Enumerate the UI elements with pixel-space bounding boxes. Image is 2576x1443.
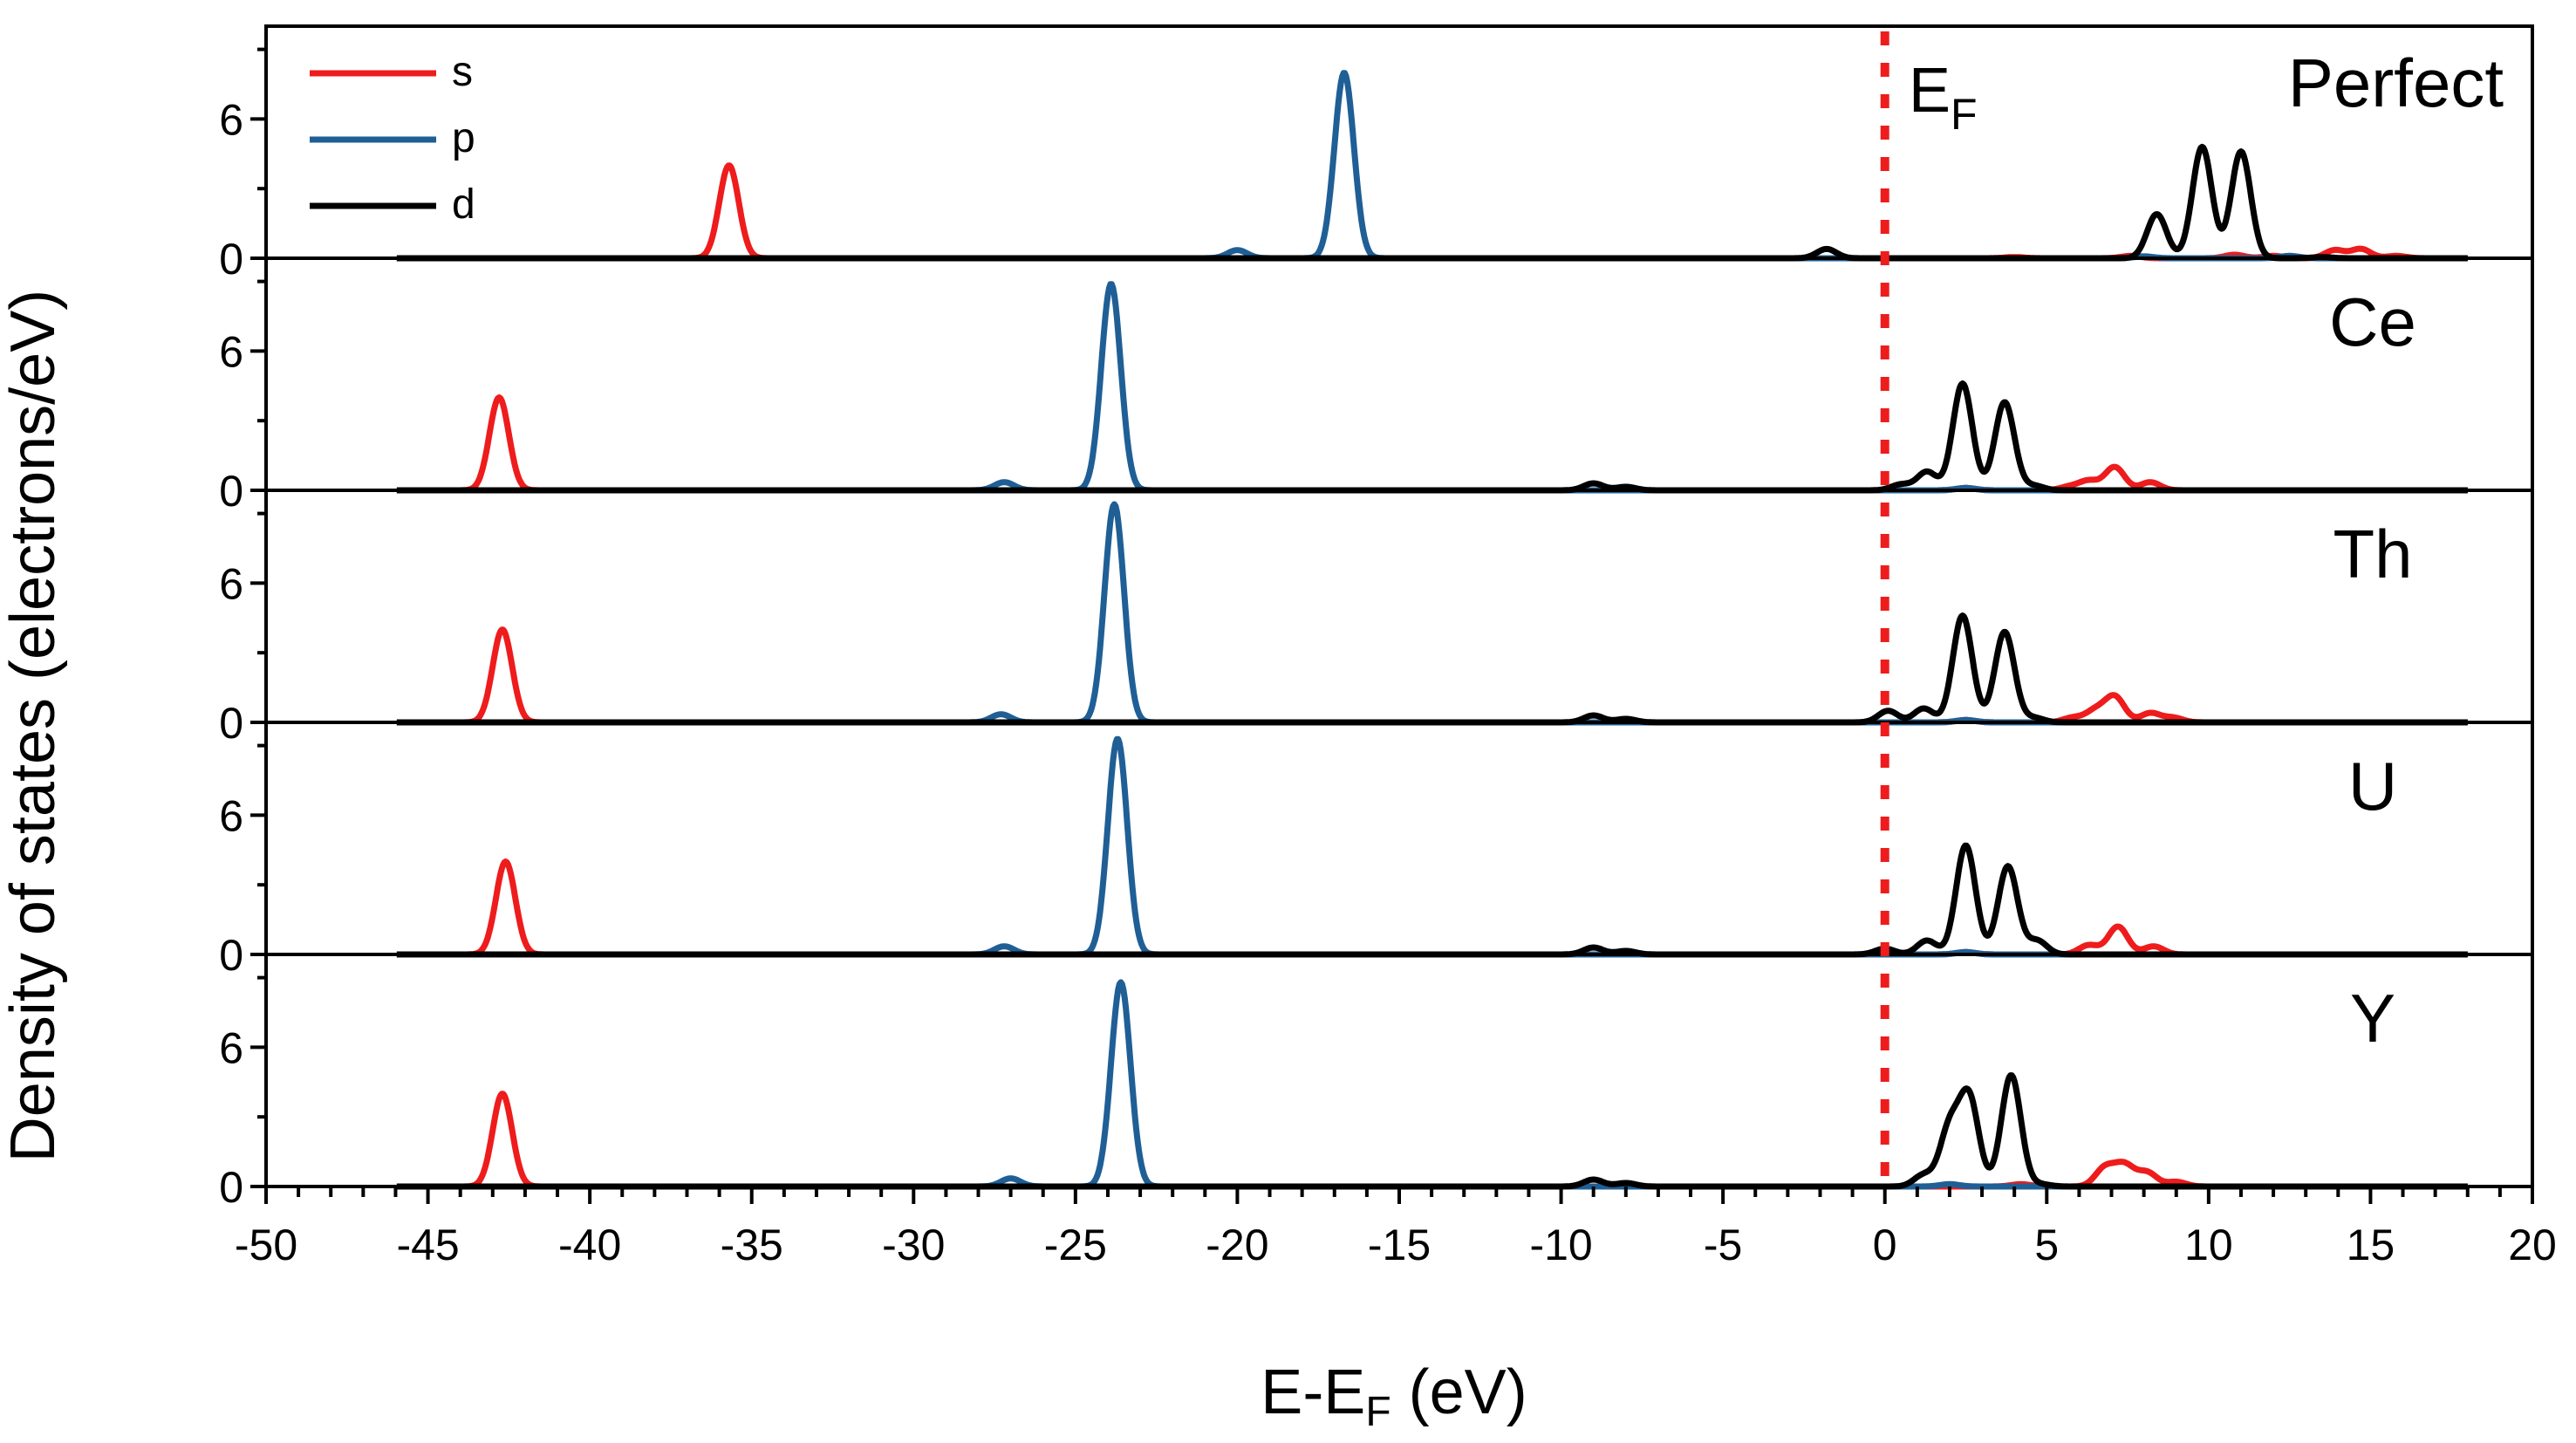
y-tick-label: 0 bbox=[219, 931, 243, 980]
curve-s-th bbox=[394, 626, 2470, 726]
panel-th: 0 6 Th bbox=[219, 489, 2534, 748]
panel-frame bbox=[264, 953, 2534, 1188]
legend: spd bbox=[310, 49, 475, 228]
y-tick-label: 6 bbox=[219, 327, 243, 376]
x-tick-label: -10 bbox=[1529, 1221, 1592, 1269]
x-tick-label: -40 bbox=[558, 1221, 621, 1269]
x-tick-label: -20 bbox=[1206, 1221, 1268, 1269]
panel-frame bbox=[264, 489, 2534, 724]
x-tick-label: -25 bbox=[1044, 1221, 1107, 1269]
curve-s-ce bbox=[394, 394, 2470, 494]
panel-frame bbox=[264, 256, 2534, 492]
panel-label-th: Th bbox=[2333, 516, 2412, 592]
x-tick-label: 5 bbox=[2034, 1221, 2059, 1269]
x-tick-label: -35 bbox=[721, 1221, 783, 1269]
x-tick-label: 15 bbox=[2347, 1221, 2395, 1269]
y-tick-label: 0 bbox=[219, 1163, 243, 1212]
curve-s-u bbox=[394, 858, 2470, 958]
x-tick-label: -45 bbox=[396, 1221, 459, 1269]
x-axis: -50 -45 -40 -35 -30 -25 -20 -15 -10 -5 0 5 10 15 20 bbox=[235, 1187, 2557, 1269]
x-axis-title-main: E-E bbox=[1261, 1358, 1365, 1427]
x-axis-title-sub: F bbox=[1365, 1389, 1390, 1435]
panel-label-u: U bbox=[2348, 748, 2397, 824]
legend-label-d: d bbox=[452, 181, 475, 228]
curve-p-u bbox=[394, 735, 2470, 958]
legend-label-s: s bbox=[452, 49, 473, 95]
curve-p-ce bbox=[394, 281, 2470, 494]
curve-d-th bbox=[394, 612, 2470, 726]
panel-label-ce: Ce bbox=[2329, 284, 2416, 360]
fermi-label-main: E bbox=[1909, 56, 1951, 126]
y-tick-label: 0 bbox=[219, 235, 243, 284]
panel-y: 0 6 Y bbox=[219, 953, 2534, 1212]
x-axis-title-unit: (eV) bbox=[1391, 1358, 1527, 1427]
panel-frame bbox=[264, 24, 2534, 260]
x-tick-label: -50 bbox=[235, 1221, 297, 1269]
panel-label-y: Y bbox=[2350, 980, 2395, 1057]
y-tick-label: 0 bbox=[219, 467, 243, 516]
x-tick-label: 20 bbox=[2508, 1221, 2557, 1269]
y-tick-label: 6 bbox=[219, 559, 243, 608]
fermi-label-sub: F bbox=[1951, 90, 1978, 139]
curve-p-perfect bbox=[394, 70, 2470, 262]
y-axis-title: Density of states (electrons/eV) bbox=[0, 290, 68, 1162]
x-tick-label: -30 bbox=[882, 1221, 945, 1269]
curve-p-th bbox=[394, 501, 2470, 726]
y-tick-label: 0 bbox=[219, 699, 243, 748]
panel-ce: 0 6 Ce bbox=[219, 256, 2534, 516]
fermi-label: EF bbox=[1909, 56, 1978, 139]
x-tick-label: -5 bbox=[1704, 1221, 1742, 1269]
curve-d-ce bbox=[394, 380, 2470, 494]
x-tick-label: 0 bbox=[1873, 1221, 1897, 1269]
y-tick-label: 6 bbox=[219, 791, 243, 840]
curve-d-perfect bbox=[394, 143, 2470, 262]
panel-frame bbox=[264, 721, 2534, 956]
x-tick-label: -15 bbox=[1368, 1221, 1431, 1269]
y-tick-label: 6 bbox=[219, 1023, 243, 1072]
y-tick-label: 6 bbox=[219, 95, 243, 144]
panel-label-perfect: Perfect bbox=[2288, 44, 2504, 121]
curve-p-y bbox=[394, 979, 2470, 1190]
panel-u: 0 6 U bbox=[219, 721, 2534, 980]
panels-layer: 0 6 Perfect 0 6 Ce 0 6 Th 0 6 U 0 6 Y bbox=[219, 24, 2534, 1212]
curve-s-y bbox=[394, 1091, 2470, 1190]
legend-label-p: p bbox=[452, 115, 475, 161]
panel-perfect: 0 6 Perfect bbox=[219, 24, 2534, 284]
curve-d-u bbox=[394, 842, 2470, 958]
x-axis-title: E-EF (eV) bbox=[1261, 1358, 1527, 1435]
x-tick-label: 10 bbox=[2184, 1221, 2233, 1269]
curve-d-y bbox=[394, 1072, 2470, 1190]
